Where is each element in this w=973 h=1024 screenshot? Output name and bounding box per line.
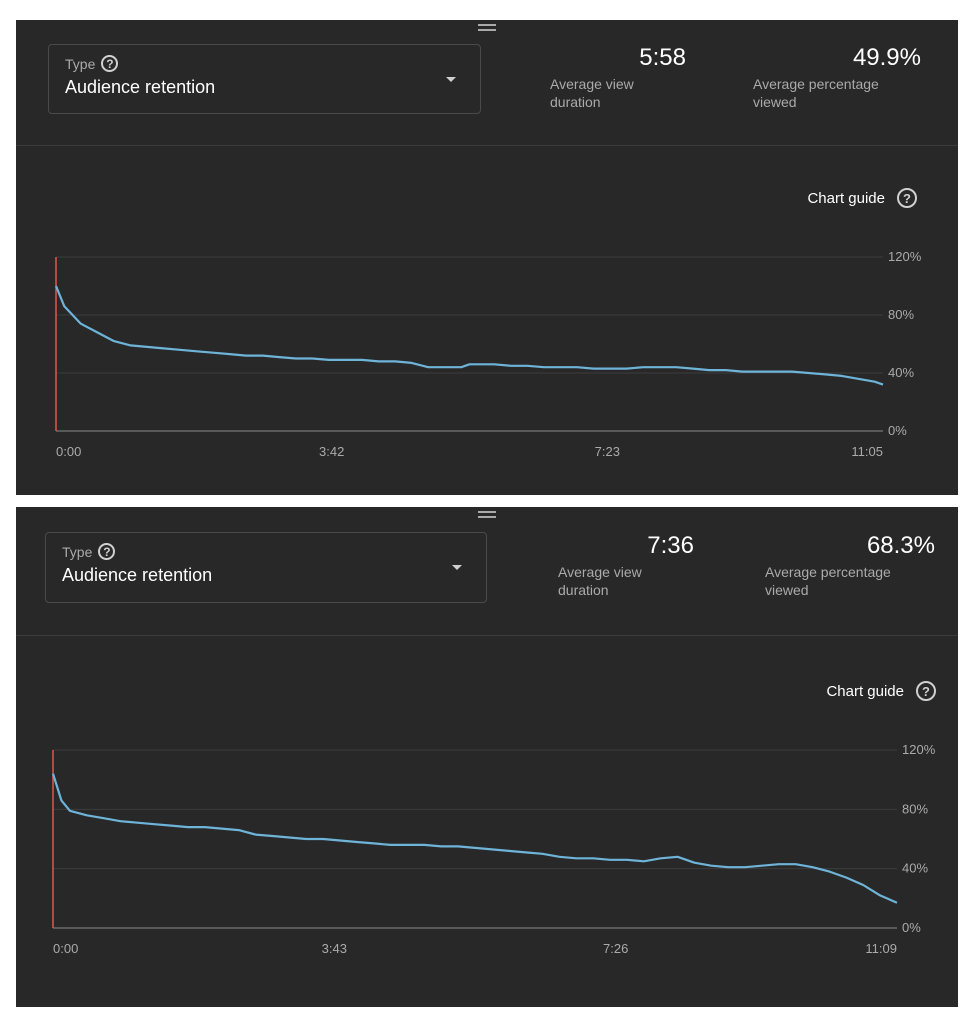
y-tick-label: 80% <box>888 307 914 322</box>
retention-chart: 120% 80% 40% 0% 0:00 3:42 7:23 11:05 <box>54 249 922 459</box>
help-icon[interactable]: ? <box>98 543 116 560</box>
x-tick-label: 0:00 <box>56 444 81 459</box>
type-value: Audience retention <box>65 77 216 97</box>
dropdown-arrow-icon[interactable] <box>452 565 462 570</box>
metric-value: 49.9% <box>852 44 921 71</box>
metric-value: 68.3% <box>866 532 935 559</box>
type-dropdown[interactable]: Type ? Audience retention <box>45 532 487 603</box>
x-tick-label: 0:00 <box>53 941 78 956</box>
x-tick-label: 3:42 <box>319 444 344 459</box>
x-tick-label: 3:43 <box>322 941 347 956</box>
y-tick-label: 120% <box>902 742 936 757</box>
retention-panel-1: Type ? Audience retention 5:58 Average v… <box>16 20 958 495</box>
metric-average-percentage-viewed: 49.9% Average percentage viewed <box>753 44 921 111</box>
help-icon[interactable]: ? <box>916 681 936 701</box>
divider <box>16 145 958 146</box>
retention-line[interactable] <box>51 773 898 904</box>
x-tick-label: 7:23 <box>595 444 620 459</box>
help-icon[interactable]: ? <box>897 188 917 208</box>
retention-line[interactable] <box>54 285 884 386</box>
dropdown-arrow-icon[interactable] <box>446 77 456 82</box>
y-tick-label: 80% <box>902 801 928 816</box>
metric-average-view-duration: 5:58 Average view duration <box>550 44 686 111</box>
x-tick-label: 7:26 <box>603 941 628 956</box>
chart-guide-label: Chart guide <box>807 189 885 207</box>
y-tick-label: 40% <box>888 365 914 380</box>
drag-handle-icon[interactable] <box>478 24 496 34</box>
y-tick-label: 0% <box>902 920 921 935</box>
retention-panel-2: Type ? Audience retention 7:36 Average v… <box>16 507 958 1007</box>
y-tick-label: 0% <box>888 423 907 438</box>
metric-label: Average view duration <box>550 76 634 110</box>
type-label-text: Type <box>62 543 93 560</box>
type-label: Type ? <box>65 55 119 72</box>
chart-guide-button[interactable]: Chart guide ? <box>826 681 936 701</box>
type-value: Audience retention <box>62 565 213 585</box>
y-tick-label: 40% <box>902 861 928 876</box>
metric-average-view-duration: 7:36 Average view duration <box>558 532 694 599</box>
chart-guide-label: Chart guide <box>826 682 904 700</box>
metric-label: Average view duration <box>558 564 642 598</box>
x-tick-label: 11:09 <box>865 941 897 956</box>
x-tick-label: 11:05 <box>851 444 883 459</box>
help-icon[interactable]: ? <box>101 55 119 72</box>
chart-guide-button[interactable]: Chart guide ? <box>807 188 917 208</box>
type-label: Type ? <box>62 543 116 560</box>
y-tick-label: 120% <box>888 249 922 264</box>
type-dropdown[interactable]: Type ? Audience retention <box>48 44 481 114</box>
divider <box>16 635 958 636</box>
metric-value: 5:58 <box>639 44 686 71</box>
metric-label: Average percentage viewed <box>765 564 891 598</box>
metric-value: 7:36 <box>647 532 694 559</box>
metric-average-percentage-viewed: 68.3% Average percentage viewed <box>765 532 935 599</box>
retention-chart: 120% 80% 40% 0% 0:00 3:43 7:26 11:09 <box>51 742 936 956</box>
metric-label: Average percentage viewed <box>753 76 879 110</box>
drag-handle-icon[interactable] <box>478 511 496 521</box>
type-label-text: Type <box>65 55 96 72</box>
